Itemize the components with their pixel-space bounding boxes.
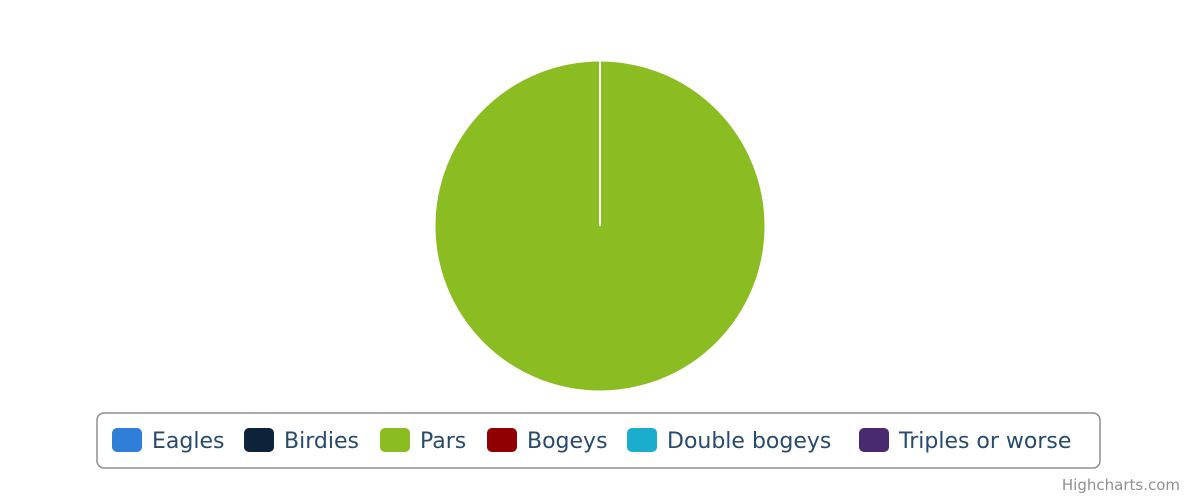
legend-label-double-bogeys: Double bogeys bbox=[667, 429, 831, 454]
legend-label-birdies: Birdies bbox=[284, 429, 359, 454]
legend-symbol-bogeys bbox=[487, 428, 517, 452]
legend-box bbox=[96, 412, 1101, 469]
legend-label-eagles: Eagles bbox=[152, 429, 224, 454]
legend: Eagles Birdies Pars Bogeys Double bogeys Trip… bbox=[96, 412, 1101, 469]
legend-item-birdies[interactable]: Birdies bbox=[244, 428, 359, 454]
legend-item-eagles[interactable]: Eagles bbox=[112, 428, 224, 454]
legend-symbol-triples-or-worse bbox=[859, 428, 889, 452]
legend-label-bogeys: Bogeys bbox=[527, 429, 608, 454]
legend-item-bogeys[interactable]: Bogeys bbox=[487, 428, 608, 454]
legend-symbol-double-bogeys bbox=[627, 428, 657, 452]
legend-label-pars: Pars bbox=[420, 429, 466, 454]
credits-link[interactable]: Highcharts.com bbox=[1062, 476, 1180, 494]
legend-symbol-birdies bbox=[244, 428, 274, 452]
legend-item-triples-or-worse[interactable]: Triples or worse bbox=[859, 428, 1071, 454]
legend-item-double-bogeys[interactable]: Double bogeys bbox=[627, 428, 831, 454]
legend-label-triples-or-worse: Triples or worse bbox=[898, 429, 1071, 454]
legend-item-pars[interactable]: Pars bbox=[380, 428, 466, 454]
legend-symbol-eagles bbox=[112, 428, 142, 452]
legend-symbol-pars bbox=[380, 428, 410, 452]
pie-slices bbox=[434, 60, 766, 392]
